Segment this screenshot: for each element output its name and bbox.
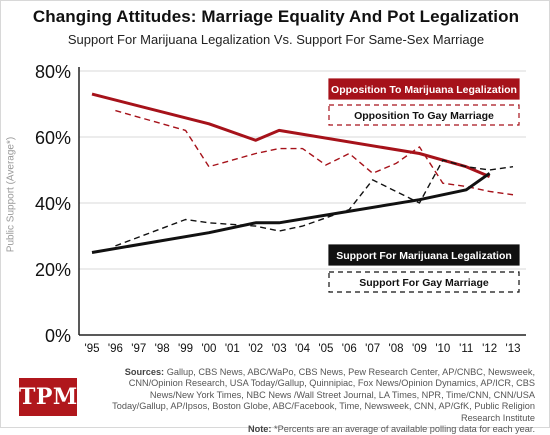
legend-label-2: Support For Marijuana Legalization [336,250,512,262]
legend-label-0: Opposition To Marijuana Legalization [331,84,517,96]
x-tick-label: '99 [178,343,193,355]
x-tick-label: '00 [201,343,216,355]
x-tick-label: '97 [131,343,146,355]
legend-label-1: Opposition To Gay Marriage [354,110,494,122]
x-tick-label: '96 [108,343,123,355]
sources-footnote: Sources: Gallup, CBS News, ABC/WaPo, CBS… [105,367,535,435]
x-tick-label: '08 [389,343,404,355]
x-tick-label: '11 [459,343,473,355]
y-tick-label: 0% [45,326,71,346]
x-tick-label: '07 [365,343,380,355]
series-line-2 [92,173,490,252]
legend-label-3: Support For Gay Marriage [359,277,489,289]
x-tick-label: '04 [295,343,311,355]
x-tick-label: '95 [85,343,100,355]
tpm-logo: TPM [19,378,77,416]
y-tick-label: 40% [35,194,71,214]
y-tick-label: 60% [35,128,71,148]
x-tick-label: '05 [318,343,333,355]
x-tick-label: '01 [225,343,240,355]
sources-label: Sources: [125,367,164,377]
y-tick-label: 20% [35,260,71,280]
x-tick-label: '09 [412,343,427,355]
y-tick-label: 80% [35,62,71,82]
x-tick-label: '13 [506,343,521,355]
x-tick-label: '10 [435,343,450,355]
x-tick-label: '06 [342,343,357,355]
sources-text: Gallup, CBS News, ABC/WaPo, CBS News, Pe… [112,367,535,423]
note-text: *Percents are an average of available po… [274,424,535,434]
note-label: Note: [248,424,271,434]
x-tick-label: '03 [272,343,287,355]
x-tick-label: '98 [155,343,170,355]
x-tick-label: '02 [248,343,263,355]
x-tick-label: '12 [482,343,497,355]
